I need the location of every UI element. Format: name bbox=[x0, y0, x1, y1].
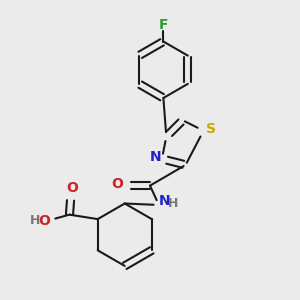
Text: O: O bbox=[38, 214, 50, 228]
Text: H: H bbox=[29, 214, 40, 227]
Text: O: O bbox=[111, 177, 123, 191]
Text: F: F bbox=[159, 18, 168, 32]
Text: N: N bbox=[159, 194, 171, 208]
Text: N: N bbox=[149, 149, 161, 164]
Text: S: S bbox=[206, 122, 216, 136]
Text: H: H bbox=[168, 197, 178, 210]
Text: O: O bbox=[67, 181, 78, 195]
